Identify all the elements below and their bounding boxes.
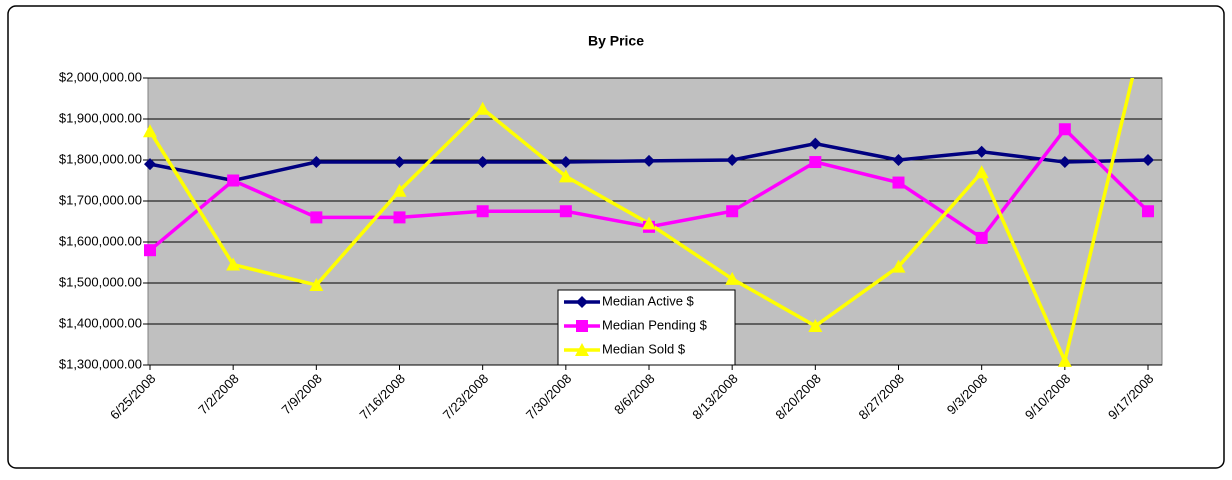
point bbox=[809, 156, 822, 169]
point bbox=[393, 211, 406, 224]
point bbox=[975, 231, 988, 244]
point bbox=[1142, 205, 1154, 218]
point bbox=[892, 176, 905, 189]
point bbox=[576, 320, 588, 332]
point bbox=[558, 169, 573, 183]
point bbox=[975, 145, 988, 158]
legend: Median Active $ Median Pending $ Median So… bbox=[557, 289, 736, 366]
point bbox=[891, 259, 906, 273]
legend-label: Median Sold $ bbox=[602, 341, 686, 356]
point bbox=[725, 271, 740, 285]
point bbox=[643, 154, 655, 167]
point bbox=[144, 244, 156, 257]
point bbox=[642, 216, 656, 230]
y-tick-label: $1,300,000.00 bbox=[59, 356, 142, 371]
point bbox=[226, 257, 241, 271]
point bbox=[392, 183, 407, 197]
point bbox=[393, 156, 406, 169]
point bbox=[310, 211, 323, 224]
point bbox=[974, 165, 989, 179]
y-tick-label: $1,900,000.00 bbox=[59, 110, 142, 125]
point bbox=[809, 137, 822, 150]
point bbox=[475, 101, 490, 115]
y-tick-label: $1,800,000.00 bbox=[59, 151, 142, 166]
point bbox=[309, 278, 324, 292]
point bbox=[576, 296, 588, 308]
point bbox=[575, 343, 589, 356]
point bbox=[559, 205, 572, 218]
point bbox=[310, 156, 323, 169]
point bbox=[892, 154, 905, 166]
point bbox=[1057, 353, 1072, 367]
y-tick-label: $1,700,000.00 bbox=[59, 192, 142, 207]
y-tick-label: $1,500,000.00 bbox=[59, 274, 142, 289]
point bbox=[1058, 156, 1071, 169]
y-tick-label: $1,400,000.00 bbox=[59, 315, 142, 330]
point bbox=[726, 154, 739, 166]
point bbox=[808, 319, 823, 333]
point bbox=[476, 156, 489, 169]
point bbox=[144, 158, 156, 171]
point bbox=[726, 205, 739, 218]
legend-label: Median Pending $ bbox=[602, 317, 708, 332]
point bbox=[1058, 123, 1071, 136]
chart-title: By Price bbox=[588, 33, 644, 49]
point bbox=[476, 205, 489, 218]
legend-label: Median Active $ bbox=[602, 293, 695, 308]
point bbox=[1142, 154, 1154, 166]
point bbox=[559, 156, 572, 169]
point bbox=[143, 124, 157, 138]
y-tick-label: $2,000,000.00 bbox=[59, 69, 142, 84]
point bbox=[227, 174, 240, 187]
y-tick-label: $1,600,000.00 bbox=[59, 233, 142, 248]
